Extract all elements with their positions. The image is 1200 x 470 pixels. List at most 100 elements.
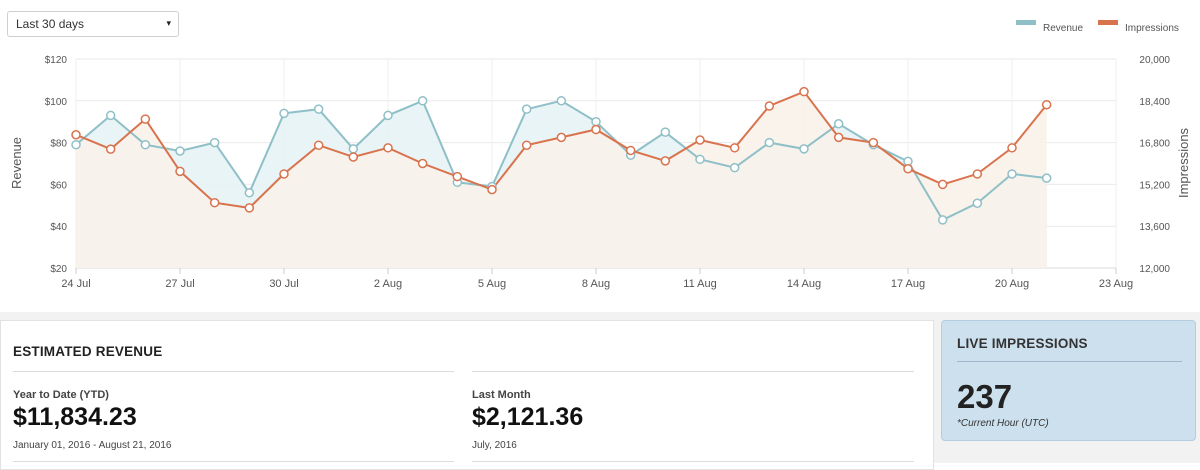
impressions-point xyxy=(140,114,151,124)
x-tick-label: 5 Aug xyxy=(478,278,506,290)
ytd-date-range: January 01, 2016 - August 21, 2016 xyxy=(13,440,172,451)
y-tick-label-right: 12,000 xyxy=(1139,264,1170,275)
y-tick-label-right: 18,400 xyxy=(1139,97,1170,108)
x-tick-label: 30 Jul xyxy=(269,278,298,290)
revenue-point xyxy=(591,116,601,127)
impressions-point xyxy=(279,169,289,179)
impressions-point xyxy=(244,203,255,213)
x-tick-label: 20 Aug xyxy=(995,278,1029,290)
last-month-label: Last Month xyxy=(472,389,531,401)
y-tick-label-left: $40 xyxy=(50,222,67,233)
chart-legend: Revenue Impressions xyxy=(1016,20,1179,34)
impressions-point xyxy=(833,132,844,143)
revenue-point xyxy=(209,137,220,148)
y-tick-label-right: 13,600 xyxy=(1139,222,1170,233)
impressions-point xyxy=(417,158,428,169)
impressions-point xyxy=(764,101,775,111)
y-tick-label-left: $80 xyxy=(50,139,67,150)
x-tick-label: 2 Aug xyxy=(374,278,402,290)
impressions-point xyxy=(313,140,324,150)
revenue-point xyxy=(244,188,255,198)
summary-section: ESTIMATED REVENUE Year to Date (YTD) $11… xyxy=(0,312,1200,470)
legend-label-revenue: Revenue xyxy=(1043,23,1083,34)
impressions-point xyxy=(695,135,705,145)
chevron-down-icon: ▾ xyxy=(166,18,171,28)
revenue-point xyxy=(279,108,289,119)
impressions-point xyxy=(175,166,185,177)
divider xyxy=(472,371,914,372)
impressions-point xyxy=(1007,143,1017,153)
estimated-revenue-title: ESTIMATED REVENUE xyxy=(13,344,163,359)
legend-label-impressions: Impressions xyxy=(1125,23,1179,34)
last-month-date-range: July, 2016 xyxy=(472,440,517,451)
y-axis-right-title: Impressions xyxy=(1176,127,1191,198)
revenue-point xyxy=(383,110,393,121)
revenue-point xyxy=(348,144,359,154)
impressions-point xyxy=(729,143,740,153)
x-tick-label: 17 Aug xyxy=(891,278,925,290)
revenue-impressions-chart: $20 $40 $60 $80 $100 $120 12,000 13,600 15,200 16… xyxy=(9,20,1191,290)
revenue-point xyxy=(1007,169,1017,179)
impressions-point xyxy=(1041,99,1052,110)
estimated-revenue-card: ESTIMATED REVENUE Year to Date (YTD) $11… xyxy=(0,320,934,470)
revenue-point xyxy=(71,139,81,150)
impressions-point xyxy=(625,145,636,156)
impressions-point xyxy=(348,152,359,162)
impressions-point xyxy=(71,130,81,140)
revenue-point xyxy=(764,137,775,148)
live-impressions-note: *Current Hour (UTC) xyxy=(957,418,1049,429)
impressions-point xyxy=(972,169,983,179)
x-tick-label: 8 Aug xyxy=(582,278,610,290)
x-tick-label: 24 Jul xyxy=(61,278,90,290)
impressions-point xyxy=(209,197,220,208)
revenue-point xyxy=(729,162,740,173)
chart-panel: Last 30 days ▾ $20 $40 $60 $80 $100 $120 12,00… xyxy=(7,11,1191,290)
impressions-point xyxy=(521,140,532,150)
revenue-point xyxy=(799,144,809,154)
last-month-value: $2,121.36 xyxy=(472,403,584,431)
revenue-point xyxy=(972,198,983,208)
divider xyxy=(957,361,1182,362)
y-tick-label-left: $120 xyxy=(45,55,68,66)
divider xyxy=(13,371,454,372)
revenue-point xyxy=(417,96,428,106)
date-range-select[interactable]: Last 30 days ▾ xyxy=(7,11,179,37)
y-tick-label-left: $20 xyxy=(50,264,67,275)
revenue-point xyxy=(1041,173,1052,183)
revenue-point xyxy=(660,127,671,137)
impressions-point xyxy=(105,144,116,154)
revenue-point xyxy=(140,139,151,150)
impressions-point xyxy=(868,137,879,148)
revenue-point xyxy=(521,104,532,114)
revenue-point xyxy=(105,110,116,121)
impressions-point xyxy=(903,163,913,174)
revenue-point xyxy=(175,146,185,156)
y-tick-label-right: 16,800 xyxy=(1139,139,1170,150)
legend-swatch-impressions xyxy=(1098,20,1118,25)
y-tick-label-left: $60 xyxy=(50,180,67,191)
live-impressions-card: LIVE IMPRESSIONS 237 *Current Hour (UTC) xyxy=(941,320,1196,441)
x-tick-label: 27 Jul xyxy=(165,278,194,290)
date-range-value: Last 30 days xyxy=(16,17,85,31)
impressions-point xyxy=(452,171,463,182)
y-axis-left-title: Revenue xyxy=(9,137,24,189)
divider xyxy=(472,461,914,462)
impressions-point xyxy=(383,143,393,153)
revenue-point xyxy=(556,96,567,106)
impressions-point xyxy=(937,179,948,190)
ytd-value: $11,834.23 xyxy=(13,403,137,431)
x-tick-label: 23 Aug xyxy=(1099,278,1133,290)
ytd-label: Year to Date (YTD) xyxy=(13,389,109,401)
y-tick-label-right: 20,000 xyxy=(1139,55,1170,66)
live-impressions-value: 237 xyxy=(957,378,1013,415)
y-tick-label-right: 15,200 xyxy=(1139,180,1170,191)
revenue-point xyxy=(833,119,844,129)
impressions-point xyxy=(556,132,567,143)
x-tick-label: 14 Aug xyxy=(787,278,821,290)
divider xyxy=(13,461,454,462)
impressions-point xyxy=(799,86,809,97)
impressions-point xyxy=(660,156,671,166)
y-tick-label-left: $100 xyxy=(45,97,68,108)
impressions-point xyxy=(591,124,601,135)
revenue-point xyxy=(313,104,324,114)
